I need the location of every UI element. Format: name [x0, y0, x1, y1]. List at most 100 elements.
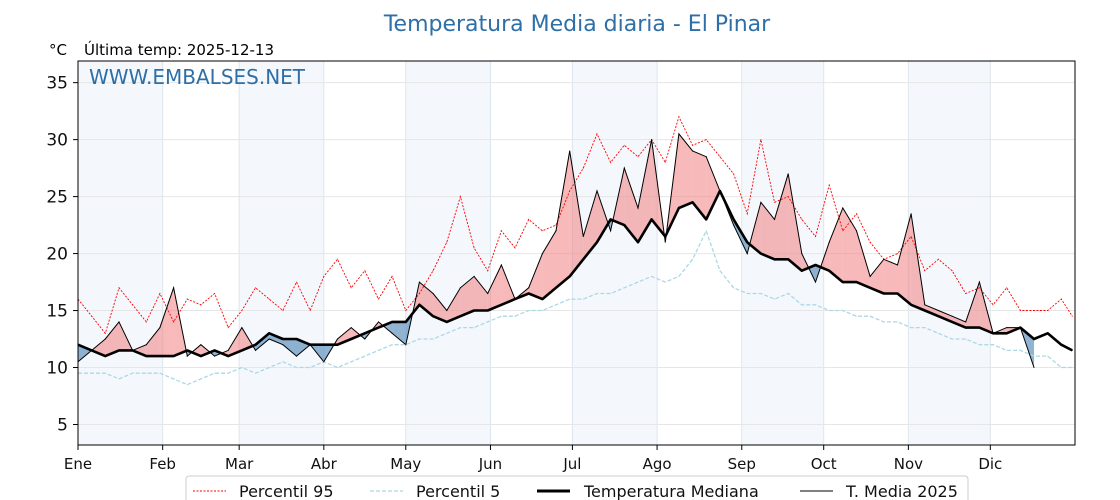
p5-point [787, 292, 789, 295]
median-point [801, 270, 803, 272]
below-median-fill [78, 344, 92, 362]
plot-frame [77, 60, 1076, 446]
above-median-fill [883, 259, 898, 294]
2025-point [364, 338, 366, 340]
p95-point [801, 218, 803, 220]
last-temp-label: Última temp: 2025-12-13 [84, 40, 274, 59]
p95-point [610, 161, 612, 164]
median-point [705, 218, 707, 220]
p5-point [432, 338, 434, 340]
x-tick-label: Nov [894, 455, 923, 473]
median-point [268, 332, 270, 334]
above-median-fill [542, 230, 557, 300]
p5-point [691, 258, 694, 260]
p95-point [173, 321, 175, 323]
p5-point [1071, 366, 1073, 369]
p95-point [596, 133, 598, 135]
x-tick-label: May [390, 455, 421, 473]
median-point [541, 298, 543, 300]
p95-point [787, 195, 789, 198]
above-median-fill [760, 202, 775, 260]
median-point [924, 309, 926, 312]
p95-point [391, 275, 393, 277]
median-point [1006, 332, 1008, 334]
2025-point [732, 224, 735, 226]
legend: Percentil 95 Percentil 5 Temperatura Med… [185, 475, 969, 500]
p95-point [364, 270, 366, 272]
p95-point [309, 309, 311, 312]
p95-point [746, 213, 748, 215]
2025-point [978, 281, 980, 283]
p5-point [1006, 349, 1008, 352]
p5-point [596, 292, 598, 295]
p95-point [446, 241, 448, 243]
p5-point [569, 298, 571, 300]
y-tick-label: 10 [46, 359, 68, 379]
p95-point [500, 230, 502, 232]
2025-point [855, 230, 858, 232]
median-point [1033, 338, 1035, 340]
y-axis-unit: °C [49, 41, 67, 59]
median-point [582, 258, 584, 260]
p5-point [227, 372, 229, 374]
p95-point [336, 258, 339, 260]
median-point [951, 321, 953, 323]
2025-point [555, 230, 557, 232]
median-point [814, 264, 817, 266]
median-point [678, 207, 680, 209]
median-point [377, 327, 380, 329]
above-median-fill [897, 213, 912, 305]
p5-point [473, 327, 475, 329]
p95-point [992, 304, 994, 306]
p95-point [514, 247, 516, 249]
p95-point [1033, 309, 1035, 312]
p5-point [336, 366, 339, 369]
month-band [908, 61, 991, 445]
p95-point [241, 309, 243, 312]
above-median-fill [569, 151, 584, 277]
above-median-fill [159, 287, 174, 357]
p5-point [978, 344, 980, 346]
2025-point [828, 241, 830, 243]
2025-point [610, 230, 612, 232]
above-median-fill [419, 282, 434, 317]
median-point [528, 292, 530, 295]
p5-point [350, 361, 352, 363]
p95-point [200, 304, 202, 306]
p5-point [705, 230, 707, 232]
median-point [637, 241, 639, 243]
2025-point [787, 173, 789, 175]
median-point [118, 349, 120, 352]
2025-point [173, 287, 175, 289]
median-point [500, 304, 502, 306]
legend-label-median: Temperatura Mediana [583, 482, 759, 500]
2025-point [705, 156, 707, 158]
2025-point [992, 332, 994, 334]
above-median-fill [856, 230, 871, 288]
p5-point [910, 327, 912, 329]
above-median-fill [487, 264, 502, 311]
p5-point [582, 298, 584, 300]
median-point [1047, 332, 1049, 334]
p95-point [623, 144, 625, 146]
2025-point [746, 252, 748, 255]
p5-point [814, 304, 817, 306]
p5-point [541, 309, 543, 312]
2025-point [896, 264, 899, 266]
p95-point [132, 304, 134, 306]
p95-point [541, 230, 543, 232]
p5-point [732, 287, 735, 289]
p95-point [295, 281, 298, 283]
2025-point [814, 281, 817, 283]
p95-point [1060, 298, 1062, 300]
below-median-fill [392, 321, 406, 345]
2025-point [637, 207, 639, 209]
2025-point [651, 139, 653, 141]
p5-point [883, 321, 885, 323]
p5-point [364, 355, 366, 357]
2025-point [295, 355, 298, 357]
2025-point [801, 252, 803, 255]
p95-point [432, 270, 434, 272]
p5-point [828, 309, 830, 312]
